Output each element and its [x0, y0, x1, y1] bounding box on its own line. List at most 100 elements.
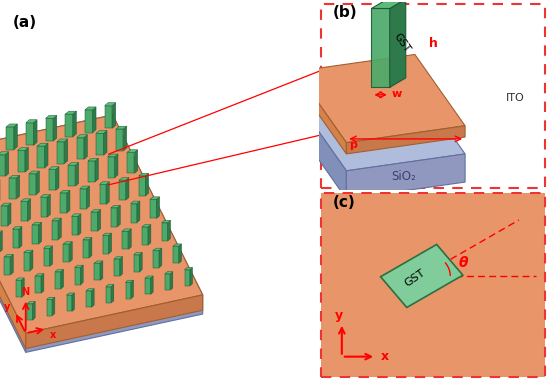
Polygon shape	[16, 278, 24, 280]
Polygon shape	[32, 223, 42, 225]
Polygon shape	[150, 197, 159, 199]
Text: y: y	[335, 309, 343, 322]
Polygon shape	[35, 276, 41, 293]
Polygon shape	[145, 276, 153, 278]
Polygon shape	[39, 223, 42, 244]
Polygon shape	[96, 133, 103, 155]
Polygon shape	[27, 304, 32, 320]
Polygon shape	[114, 257, 123, 259]
Text: (c): (c)	[333, 195, 355, 210]
Polygon shape	[91, 212, 98, 231]
Polygon shape	[346, 154, 465, 199]
Polygon shape	[170, 272, 173, 290]
Text: (b): (b)	[333, 5, 358, 20]
Polygon shape	[88, 158, 98, 161]
Polygon shape	[122, 231, 129, 249]
Polygon shape	[57, 139, 68, 142]
Polygon shape	[130, 203, 137, 223]
Polygon shape	[72, 293, 74, 311]
Polygon shape	[96, 131, 107, 133]
Polygon shape	[157, 197, 160, 218]
Polygon shape	[75, 267, 80, 285]
Polygon shape	[115, 154, 118, 178]
Text: N: N	[21, 287, 29, 297]
Polygon shape	[145, 278, 151, 294]
Polygon shape	[0, 115, 203, 333]
Polygon shape	[64, 139, 68, 164]
Polygon shape	[13, 229, 19, 248]
Polygon shape	[47, 300, 52, 316]
Polygon shape	[67, 293, 74, 295]
Polygon shape	[63, 242, 72, 244]
Polygon shape	[95, 158, 98, 182]
Polygon shape	[27, 301, 35, 304]
Polygon shape	[78, 214, 81, 235]
Polygon shape	[92, 289, 94, 307]
Text: p: p	[349, 140, 356, 150]
Polygon shape	[112, 103, 115, 128]
Polygon shape	[60, 193, 67, 213]
Polygon shape	[73, 111, 76, 137]
Polygon shape	[122, 229, 131, 231]
Polygon shape	[26, 295, 203, 352]
Polygon shape	[130, 201, 140, 203]
Polygon shape	[41, 274, 44, 293]
Polygon shape	[103, 236, 109, 254]
Polygon shape	[142, 225, 151, 227]
Polygon shape	[61, 270, 63, 289]
Polygon shape	[46, 115, 57, 118]
Polygon shape	[95, 263, 100, 280]
Polygon shape	[139, 173, 148, 176]
Polygon shape	[49, 167, 59, 169]
Polygon shape	[72, 214, 81, 216]
Polygon shape	[104, 103, 116, 106]
Polygon shape	[126, 178, 129, 200]
Polygon shape	[100, 261, 103, 280]
Polygon shape	[52, 297, 55, 316]
Polygon shape	[296, 71, 346, 154]
Polygon shape	[43, 246, 53, 248]
Polygon shape	[14, 124, 18, 149]
Text: SiO₂: SiO₂	[391, 170, 416, 183]
Polygon shape	[46, 118, 53, 141]
Polygon shape	[18, 147, 29, 150]
Text: θ: θ	[458, 255, 468, 270]
Polygon shape	[89, 237, 92, 258]
Polygon shape	[34, 120, 37, 145]
Polygon shape	[67, 190, 70, 213]
Polygon shape	[18, 150, 25, 172]
Polygon shape	[56, 167, 59, 190]
Polygon shape	[162, 220, 170, 223]
Polygon shape	[8, 203, 11, 226]
Polygon shape	[128, 150, 138, 152]
Polygon shape	[134, 252, 142, 255]
Polygon shape	[371, 8, 390, 87]
Polygon shape	[108, 154, 118, 157]
Polygon shape	[184, 270, 190, 286]
Polygon shape	[371, 0, 406, 8]
Polygon shape	[36, 171, 39, 195]
Polygon shape	[84, 135, 87, 159]
Polygon shape	[104, 106, 112, 128]
Polygon shape	[26, 120, 37, 123]
Text: x: x	[50, 330, 57, 340]
Polygon shape	[45, 143, 48, 168]
Polygon shape	[92, 107, 96, 133]
Polygon shape	[146, 173, 148, 196]
Polygon shape	[119, 178, 129, 180]
Polygon shape	[148, 225, 151, 245]
Polygon shape	[32, 301, 35, 320]
Polygon shape	[173, 244, 182, 246]
Polygon shape	[111, 208, 117, 227]
Polygon shape	[41, 195, 50, 197]
Polygon shape	[0, 154, 6, 176]
Polygon shape	[76, 135, 87, 137]
Polygon shape	[69, 242, 72, 262]
Polygon shape	[41, 197, 47, 217]
Polygon shape	[13, 227, 22, 229]
Text: GST: GST	[392, 32, 412, 55]
Polygon shape	[86, 289, 94, 291]
Polygon shape	[68, 165, 75, 186]
Polygon shape	[72, 216, 78, 235]
Polygon shape	[85, 110, 92, 133]
